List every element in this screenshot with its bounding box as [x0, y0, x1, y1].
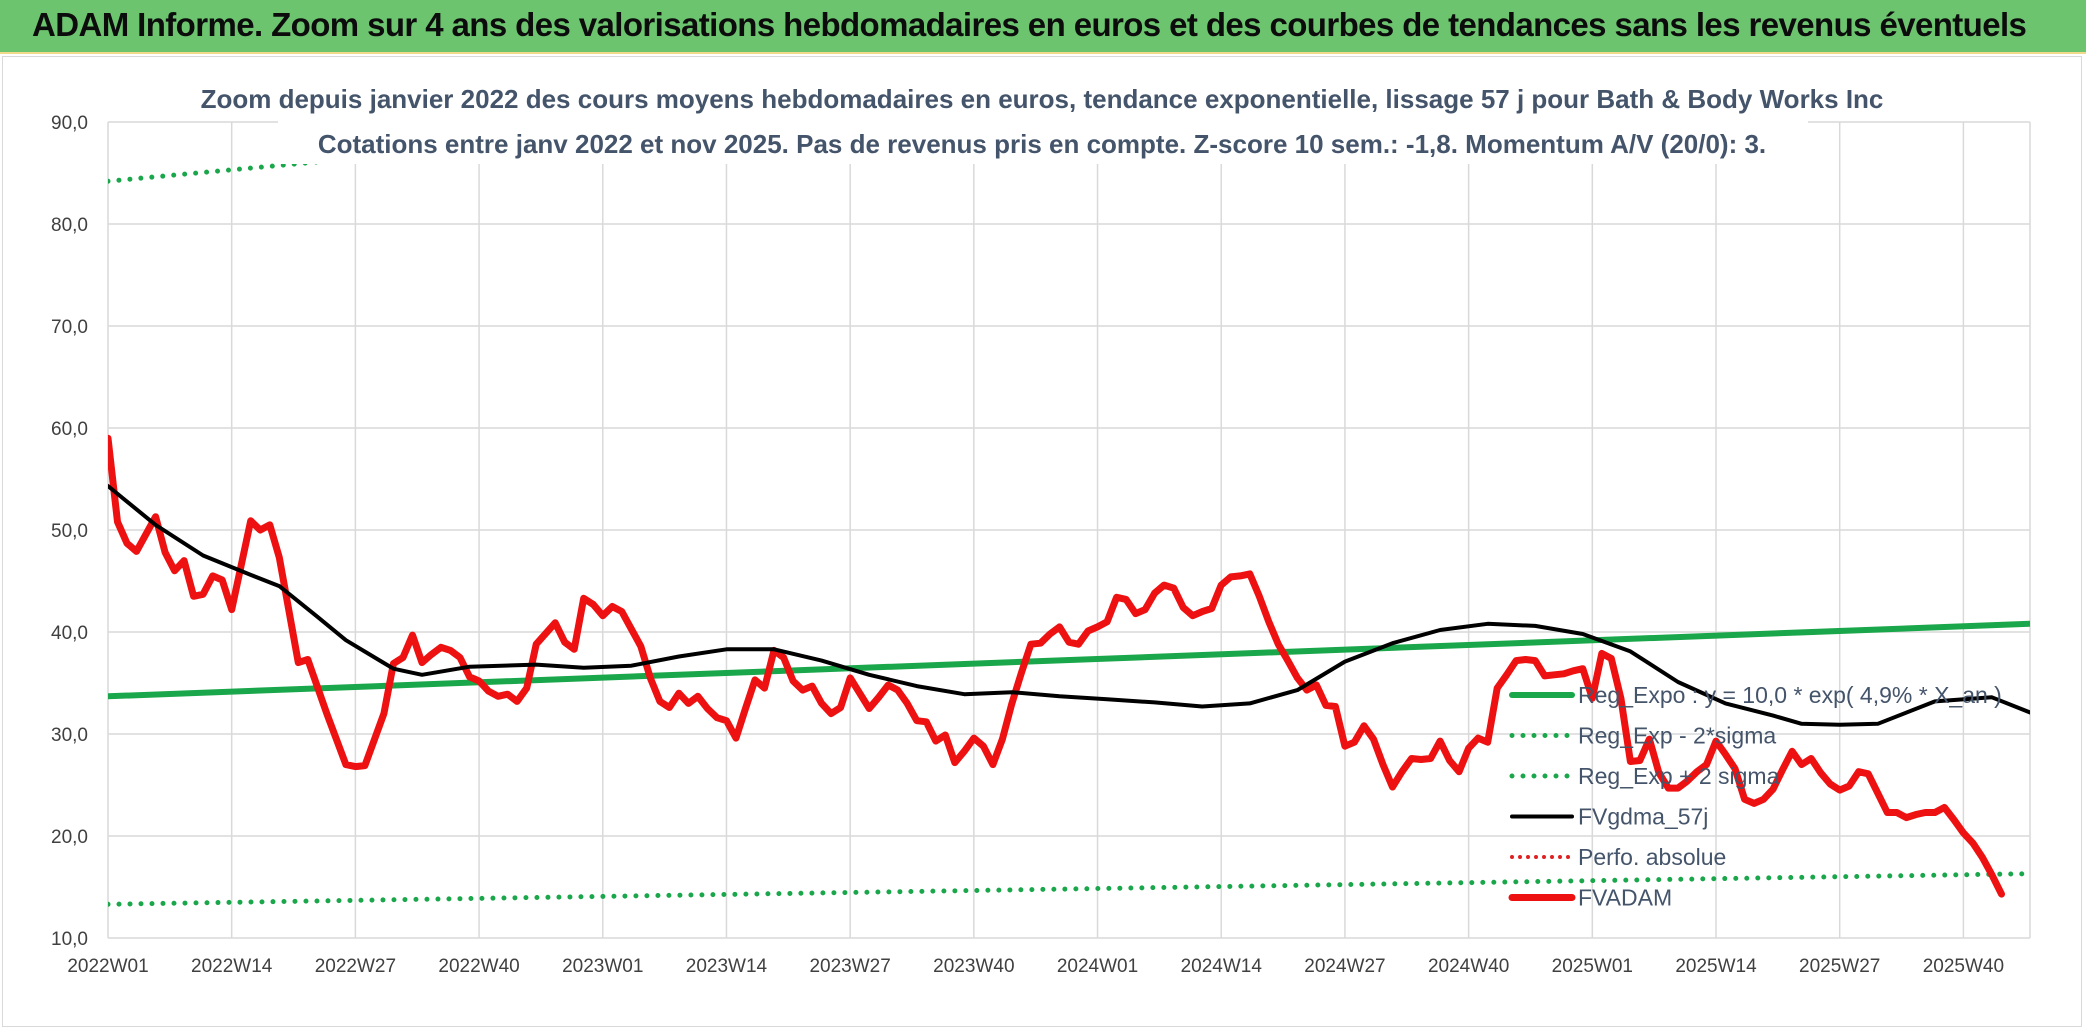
x-tick-label: 2024W40	[1428, 956, 1509, 977]
chart-legend: Reg_Expo : y = 10,0 * exp( 4,9% * X_an )…	[1508, 682, 2002, 911]
x-tick-label: 2025W27	[1799, 956, 1880, 977]
x-tick-label: 2022W40	[438, 956, 519, 977]
report-title: ADAM Informe. Zoom sur 4 ans des valoris…	[32, 6, 2027, 43]
x-tick-label: 2024W14	[1181, 956, 1263, 977]
x-tick-label: 2022W27	[315, 956, 396, 977]
chart-frame	[2, 56, 2082, 1027]
y-tick-label: 10,0	[51, 929, 88, 950]
series-line-0	[108, 620, 2030, 700]
chart-grid	[107, 121, 2031, 939]
chart-title-background	[278, 78, 1808, 164]
x-tick-label: 2024W01	[1057, 956, 1138, 977]
chart-title: Zoom depuis janvier 2022 des cours moyen…	[201, 84, 1884, 114]
x-tick-label: 2023W01	[562, 956, 643, 977]
legend-label: FVADAM	[1578, 885, 1672, 911]
y-tick-label: 50,0	[51, 521, 88, 542]
report-banner: ADAM Informe. Zoom sur 4 ans des valoris…	[0, 0, 2086, 54]
x-tick-label: 2025W14	[1675, 956, 1757, 977]
series-line-5	[108, 434, 2005, 898]
series-line-3	[108, 484, 2030, 727]
x-tick-label: 2023W40	[933, 956, 1014, 977]
y-tick-label: 90,0	[51, 113, 88, 134]
x-tick-label: 2025W01	[1552, 956, 1633, 977]
y-tick-label: 20,0	[51, 827, 88, 848]
x-tick-label: 2024W27	[1304, 956, 1385, 977]
x-tick-label: 2022W14	[191, 956, 273, 977]
chart-subtitle: Cotations entre janv 2022 et nov 2025. P…	[318, 129, 1766, 159]
x-tick-label: 2025W40	[1923, 956, 2004, 977]
y-tick-label: 70,0	[51, 317, 88, 338]
y-tick-label: 80,0	[51, 215, 88, 236]
x-tick-label: 2022W01	[67, 956, 148, 977]
series-line-1	[108, 871, 2030, 907]
chart-ticks: 10,0 20,0 30,0 40,0 50,0 60,0 70,0 80,0 90,0 2022…	[51, 113, 2004, 977]
y-tick-label: 40,0	[51, 623, 88, 644]
legend-label: Reg_Expo : y = 10,0 * exp( 4,9% * X_an )	[1578, 682, 2002, 708]
legend-label: Reg_Exp - 2*sigma	[1578, 723, 1776, 749]
legend-label: Perfo. absolue	[1578, 844, 1726, 870]
legend-label: FVgdma_57j	[1578, 804, 1708, 830]
legend-label: Reg_Exp + 2 sigma	[1578, 763, 1780, 789]
x-tick-label: 2023W14	[686, 956, 768, 977]
x-tick-label: 2023W27	[809, 956, 890, 977]
y-tick-label: 30,0	[51, 725, 88, 746]
chart-series	[108, 120, 2030, 907]
y-tick-label: 60,0	[51, 419, 88, 440]
